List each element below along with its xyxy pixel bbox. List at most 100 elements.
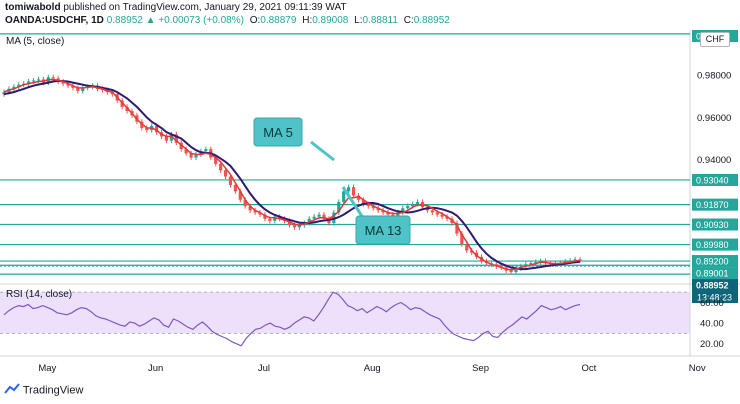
change-arrow-icon: ▲ (145, 15, 156, 26)
rsi-legend[interactable]: RSI (14, close) (6, 289, 73, 300)
candle-body (376, 208, 380, 211)
open-value: 0.88879 (260, 15, 297, 26)
high-label: H: (302, 15, 313, 26)
price-level-badge (692, 238, 738, 251)
publish-info: tomiwabold published on TradingView.com,… (5, 2, 346, 13)
price-level-label: 0.89200 (696, 257, 729, 267)
last-price: 0.88952 (106, 15, 143, 26)
candle-body (263, 214, 267, 219)
price-level-label: 0.89001 (696, 269, 729, 279)
candle-body (455, 223, 459, 234)
candle-body (120, 100, 124, 107)
candle-body (327, 218, 331, 224)
candle-body (27, 81, 31, 84)
ma-legend[interactable]: MA (5, close) (6, 36, 65, 47)
candle-body (415, 201, 420, 205)
candle-body (12, 86, 16, 89)
candle-body (356, 195, 361, 200)
candle-body (76, 87, 80, 92)
candle-body (322, 214, 326, 219)
candle-body (411, 204, 415, 207)
candle-body (268, 218, 272, 221)
currency-button[interactable]: CHF (700, 32, 730, 47)
candle-body (524, 264, 528, 267)
low-label: L: (354, 15, 363, 26)
price-level-badge (692, 173, 738, 186)
candle-body (2, 92, 6, 95)
candle-body (406, 206, 410, 209)
author-name[interactable]: tomiwabold (5, 2, 61, 13)
candle-body (145, 127, 149, 131)
time-tick-label: Jun (148, 363, 163, 374)
ma5-line (3, 78, 581, 271)
candle-body (214, 157, 218, 164)
countdown-label: 13:48:23 (697, 293, 732, 303)
candle-body (514, 268, 518, 273)
price-tick-label: 0.94000 (697, 155, 731, 166)
candle-body (71, 85, 75, 88)
candle-body (248, 206, 252, 211)
candle-body (534, 262, 538, 264)
candle-body (204, 149, 208, 152)
time-tick-label: Aug (364, 363, 381, 374)
price-level-label: 0.90930 (696, 220, 729, 230)
time-tick-label: May (38, 363, 56, 374)
rsi-tick-label: 20.00 (700, 339, 724, 350)
price-tick-label: 0.98000 (697, 71, 731, 82)
candle-body (164, 136, 169, 141)
candle-body (31, 80, 36, 82)
ma5-callout-label: MA 5 (263, 125, 293, 140)
low-value: 0.88811 (362, 15, 398, 26)
footer-branding: TradingView (4, 383, 83, 398)
price-change: +0.00073 (+0.08%) (158, 15, 244, 26)
candle-body (386, 212, 390, 215)
candle-body (366, 204, 370, 207)
open-label: O: (249, 15, 261, 26)
symbol-info: OANDA:USDCHF, 1D 0.88952 ▲ +0.00073 (+0.… (5, 15, 450, 26)
candle-body (445, 216, 449, 219)
publish-text: published on TradingView.com, January 29… (63, 2, 347, 13)
candle-body (140, 121, 144, 128)
candle-body (258, 212, 262, 215)
symbol-label[interactable]: OANDA:USDCHF, 1D (5, 15, 104, 26)
candle-body (61, 81, 65, 84)
price-level-label: 0.91870 (696, 200, 729, 210)
candle-body (573, 259, 577, 261)
candle-body (228, 176, 233, 186)
ma13-callout-label: MA 13 (365, 223, 402, 238)
chart-header: tomiwabold published on TradingView.com,… (0, 0, 740, 30)
candle-body (307, 218, 311, 224)
countdown-badge (692, 291, 738, 304)
candle-body (253, 210, 257, 213)
time-tick-label: Sep (472, 363, 489, 374)
candle-body (381, 210, 385, 213)
price-level-badge (692, 255, 738, 268)
candle-body (287, 220, 292, 226)
ma5-callout-pointer (310, 140, 335, 162)
candle-body (440, 214, 444, 217)
price-tick-label: 0.96000 (697, 113, 731, 124)
candle-body (292, 225, 297, 228)
rsi-tick-label: 40.00 (700, 319, 724, 330)
time-tick-label: Oct (581, 363, 596, 374)
candle-body (233, 185, 237, 192)
close-value: 0.88952 (413, 15, 450, 26)
candle-body (371, 206, 375, 209)
time-tick-label: Jul (258, 363, 270, 374)
candle-body (435, 212, 439, 215)
candle-body (223, 170, 228, 177)
price-level-label: 0.93040 (696, 175, 729, 185)
candle-body (238, 191, 242, 200)
candle-body (396, 212, 400, 217)
price-level-label: 0.89980 (696, 240, 729, 250)
candle-body (81, 87, 85, 92)
candle-body (509, 270, 513, 273)
candle-body (174, 134, 178, 143)
candle-body (351, 187, 356, 196)
rsi-tick-label: 60.00 (700, 298, 724, 309)
price-level-badge (692, 218, 738, 231)
tradingview-logo-icon (4, 383, 20, 398)
candle-body (465, 244, 469, 251)
candle-body (317, 214, 321, 217)
